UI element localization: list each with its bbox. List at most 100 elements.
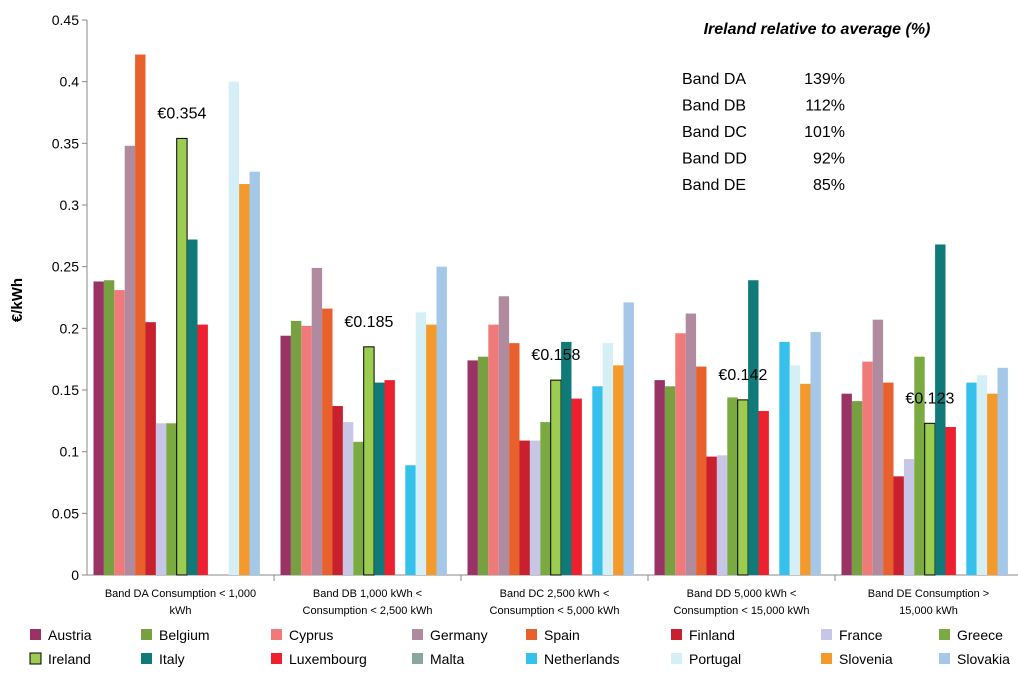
bar-spain [696, 366, 707, 575]
y-tick-label: 0.25 [52, 259, 79, 275]
ireland-price-label: €0.123 [905, 390, 954, 407]
y-tick-label: 0.3 [60, 197, 80, 213]
relative-row-value: 112% [805, 98, 845, 115]
bar-netherlands [405, 465, 416, 575]
y-tick-label: 0 [71, 567, 79, 583]
bar-france [155, 423, 167, 575]
bars [93, 54, 1008, 576]
legend-label: Germany [430, 627, 488, 643]
legend-swatch-austria [30, 629, 41, 640]
bar-greece [166, 423, 177, 575]
bar-belgium [477, 356, 489, 575]
relative-row-value: 92% [813, 151, 845, 168]
category-label: Consumption < 5,000 kWh [490, 605, 620, 617]
bar-slovakia [623, 302, 634, 575]
legend-label: Ireland [48, 651, 91, 667]
bar-germany [685, 313, 697, 575]
bar-luxembourg [384, 380, 395, 575]
bar-portugal [976, 375, 988, 575]
bar-slovakia [249, 171, 260, 575]
bar-portugal [415, 312, 427, 575]
category-label: Consumption < 2,500 kWh [303, 605, 433, 617]
bar-cyprus [301, 325, 312, 575]
bar-belgium [664, 386, 676, 575]
bar-portugal [602, 343, 614, 575]
bar-italy [187, 239, 198, 576]
legend-label: Malta [430, 651, 464, 667]
relative-row-band: Band DC [682, 124, 747, 141]
bar-spain [135, 54, 146, 576]
relative-row-band: Band DE [682, 177, 746, 194]
bar-austria [467, 360, 478, 575]
y-tick-label: 0.45 [52, 12, 79, 28]
legend-swatch-slovakia [939, 653, 950, 664]
ireland-price-label: €0.142 [718, 367, 767, 384]
bar-italy [561, 341, 572, 575]
legend-label: Spain [544, 627, 580, 643]
relative-row-value: 85% [813, 177, 845, 194]
relative-box: Ireland relative to average (%) Band DA 13… [682, 21, 930, 194]
bar-cyprus [675, 333, 686, 575]
legend-swatch-france [821, 629, 832, 640]
bar-austria [654, 380, 665, 575]
bar-portugal [228, 81, 240, 576]
legend-swatch-luxembourg [271, 653, 282, 664]
y-tick-label: 0.05 [52, 505, 79, 521]
annotations: €0.354 €0.185 €0.158 €0.142 €0.123 [157, 105, 954, 407]
bar-france [716, 455, 728, 575]
bar-luxembourg [758, 410, 769, 575]
y-tick-label: 0.35 [52, 135, 79, 151]
bar-ireland [363, 346, 375, 576]
category-label: Band DE Consumption > [868, 588, 989, 600]
bar-ireland [924, 422, 936, 576]
relative-row-band: Band DA [682, 71, 746, 88]
bar-netherlands [779, 341, 790, 575]
bar-greece [727, 397, 738, 575]
bar-france [529, 440, 541, 575]
bar-cyprus [488, 324, 499, 575]
ireland-price-label: €0.354 [157, 105, 206, 122]
bar-netherlands [966, 382, 977, 575]
category-label: 15,000 kWh [899, 605, 958, 617]
legend-label: Italy [159, 651, 185, 667]
bar-greece [353, 441, 364, 575]
y-tick-label: 0.2 [60, 320, 80, 336]
bar-ireland [176, 137, 188, 576]
legend-swatch-belgium [141, 629, 152, 640]
relative-row-value: 139% [804, 71, 845, 88]
bar-germany [498, 296, 510, 575]
bar-slovakia [997, 367, 1008, 575]
category-label: Band DD 5,000 kWh < [687, 588, 797, 600]
y-axis-label: €/kWh [9, 278, 26, 322]
bar-finland [145, 322, 156, 575]
bar-ireland [550, 379, 562, 576]
legend-label: France [839, 627, 883, 643]
bar-belgium [290, 320, 302, 575]
bar-slovenia [613, 365, 624, 575]
legend-swatch-slovenia [821, 653, 832, 664]
y-tick-label: 0.15 [52, 382, 79, 398]
bar-cyprus [862, 361, 873, 575]
bar-france [903, 459, 915, 575]
bar-greece [914, 356, 925, 575]
bar-finland [332, 406, 343, 575]
legend-swatch-malta [412, 653, 423, 664]
bar-cyprus [114, 290, 125, 575]
legend-label: Slovakia [957, 651, 1010, 667]
legend-label: Portugal [689, 651, 741, 667]
legend-swatch-finland [671, 629, 682, 640]
legend: Austria Belgium Cyprus Germany Spain Finland F… [29, 627, 1010, 667]
bar-spain [509, 343, 520, 575]
ireland-price-label: €0.185 [344, 314, 393, 331]
bar-slovenia [800, 383, 811, 575]
bar-germany [124, 145, 136, 576]
axes: 0 0.05 0.1 0.15 0.2 0.25 0.3 0.35 0.4 0.45 €/kWh Ba… [9, 12, 1018, 617]
category-label: Band DB 1,000 kWh < [313, 588, 422, 600]
category-label: Band DC 2,500 kWh < [500, 588, 610, 600]
bar-austria [841, 393, 852, 575]
category-label: Consumption < 15,000 kWh [673, 605, 809, 617]
bar-slovenia [987, 393, 998, 575]
legend-swatch-ireland [29, 652, 42, 665]
relative-box-title: Ireland relative to average (%) [704, 21, 931, 38]
